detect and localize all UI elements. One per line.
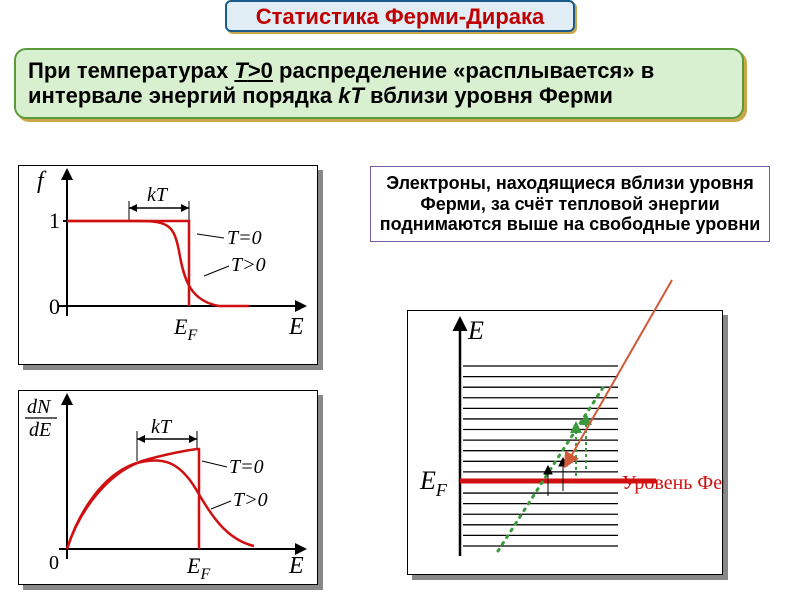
chart1: 1 0 f E EF kT T=0 T>0: [18, 165, 318, 365]
chart1-ef-label: EF: [173, 314, 197, 344]
chart1-T0-label: T=0: [227, 227, 262, 249]
chart3-ef-label: EF: [419, 466, 448, 500]
chart1-step-curve: [67, 221, 189, 306]
info-container: При температурах Т>0 распределение «расп…: [14, 48, 744, 119]
chart3-ylabel: E: [467, 316, 484, 345]
chart2-svg: dN dE E 0 EF kT T=0 T>0: [19, 391, 319, 586]
chart2-T0-label: T=0: [229, 456, 264, 478]
chart1-kT-label: kT: [147, 184, 169, 206]
electron-note-container: Электроны, находящиеся вблизи уровня Фер…: [370, 166, 770, 242]
chart2-Tpos-label: T>0: [233, 489, 268, 511]
chart2-kT-label: kT: [151, 416, 173, 438]
y-tick-1: 1: [49, 208, 60, 233]
chart2-ef-label: EF: [186, 553, 210, 583]
chart3-svg: E EF Уровень Ферми: [408, 311, 724, 576]
info-text: При температурах Т>0 распределение «расп…: [28, 58, 730, 109]
chart1-Tpos-label: T>0: [231, 254, 266, 276]
chart2-ylabel-num: dN: [27, 396, 52, 418]
electron-note: Электроны, находящиеся вблизи уровня Фер…: [379, 173, 761, 235]
chart2-smooth-curve: [67, 460, 254, 549]
chart2-ylabel-den: dE: [29, 419, 51, 441]
page-title: Статистика Ферми-Дирака: [233, 6, 567, 28]
title-container: Статистика Ферми-Дирака: [225, 0, 575, 32]
chart1-svg: 1 0 f E EF kT T=0 T>0: [19, 166, 319, 366]
energy-levels-group: [463, 366, 618, 546]
chart2-origin: 0: [49, 552, 59, 574]
fermi-level-label: Уровень Ферми: [622, 472, 724, 494]
chart2-xlabel: E: [288, 553, 304, 579]
chart1-ylabel: f: [37, 168, 47, 194]
chart1-smooth-curve: [67, 221, 249, 306]
y-tick-0: 0: [49, 294, 60, 319]
chart3: E EF Уровень Ферми: [407, 310, 723, 575]
chart1-xlabel: E: [288, 314, 304, 340]
chart2: dN dE E 0 EF kT T=0 T>0: [18, 390, 318, 585]
